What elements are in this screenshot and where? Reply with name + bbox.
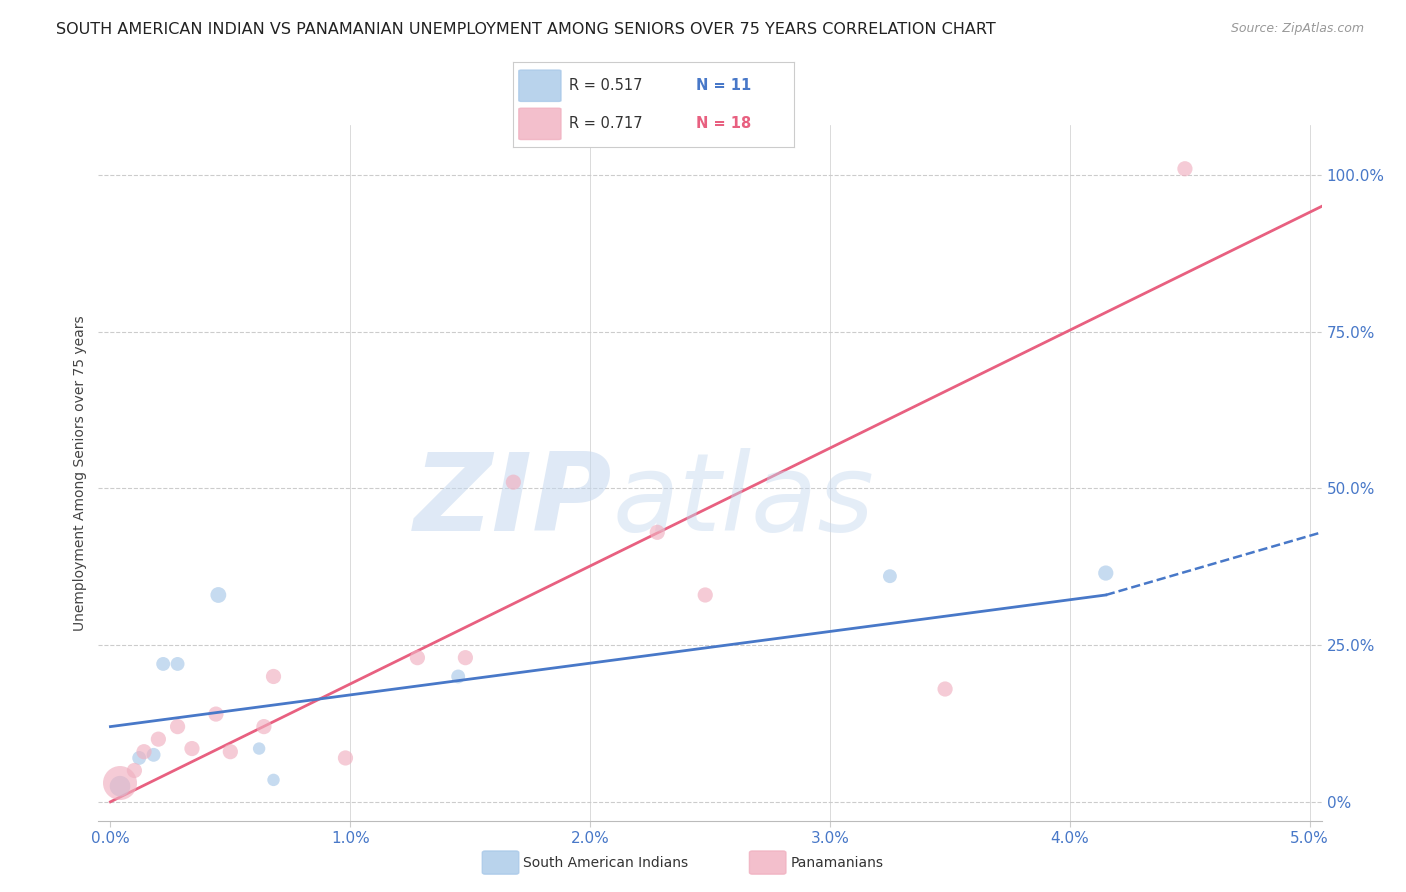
Point [181, 741, 204, 756]
Text: R = 0.517: R = 0.517 [569, 78, 643, 94]
Point [263, 772, 285, 787]
Point [108, 776, 131, 790]
Point [695, 588, 717, 602]
FancyBboxPatch shape [519, 70, 561, 102]
FancyBboxPatch shape [519, 108, 561, 139]
Point [502, 475, 524, 490]
Point [645, 525, 668, 540]
Y-axis label: Unemployment Among Seniors over 75 years: Unemployment Among Seniors over 75 years [73, 315, 87, 631]
Text: R = 0.717: R = 0.717 [569, 116, 643, 131]
Point [124, 764, 146, 778]
Point [454, 650, 477, 665]
Point [166, 657, 188, 671]
Point [1174, 161, 1197, 176]
Text: South American Indians: South American Indians [523, 855, 688, 870]
Point [219, 745, 242, 759]
Point [108, 779, 131, 793]
Text: Source: ZipAtlas.com: Source: ZipAtlas.com [1230, 22, 1364, 36]
Point [142, 747, 165, 762]
Point [128, 751, 150, 765]
Point [879, 569, 901, 583]
Point [406, 650, 429, 665]
Point [335, 751, 357, 765]
Text: ZIP: ZIP [413, 448, 612, 554]
Point [205, 707, 228, 722]
Text: Panamanians: Panamanians [790, 855, 883, 870]
Point [166, 720, 188, 734]
Point [152, 657, 174, 671]
Text: atlas: atlas [612, 448, 875, 553]
Point [207, 588, 229, 602]
Point [247, 741, 270, 756]
Point [148, 732, 170, 747]
Text: N = 18: N = 18 [696, 116, 751, 131]
Text: SOUTH AMERICAN INDIAN VS PANAMANIAN UNEMPLOYMENT AMONG SENIORS OVER 75 YEARS COR: SOUTH AMERICAN INDIAN VS PANAMANIAN UNEM… [56, 22, 995, 37]
Point [253, 720, 276, 734]
Point [263, 669, 285, 683]
Text: N = 11: N = 11 [696, 78, 751, 94]
Point [447, 669, 470, 683]
Point [934, 681, 956, 696]
Point [1094, 566, 1116, 580]
Point [132, 745, 155, 759]
